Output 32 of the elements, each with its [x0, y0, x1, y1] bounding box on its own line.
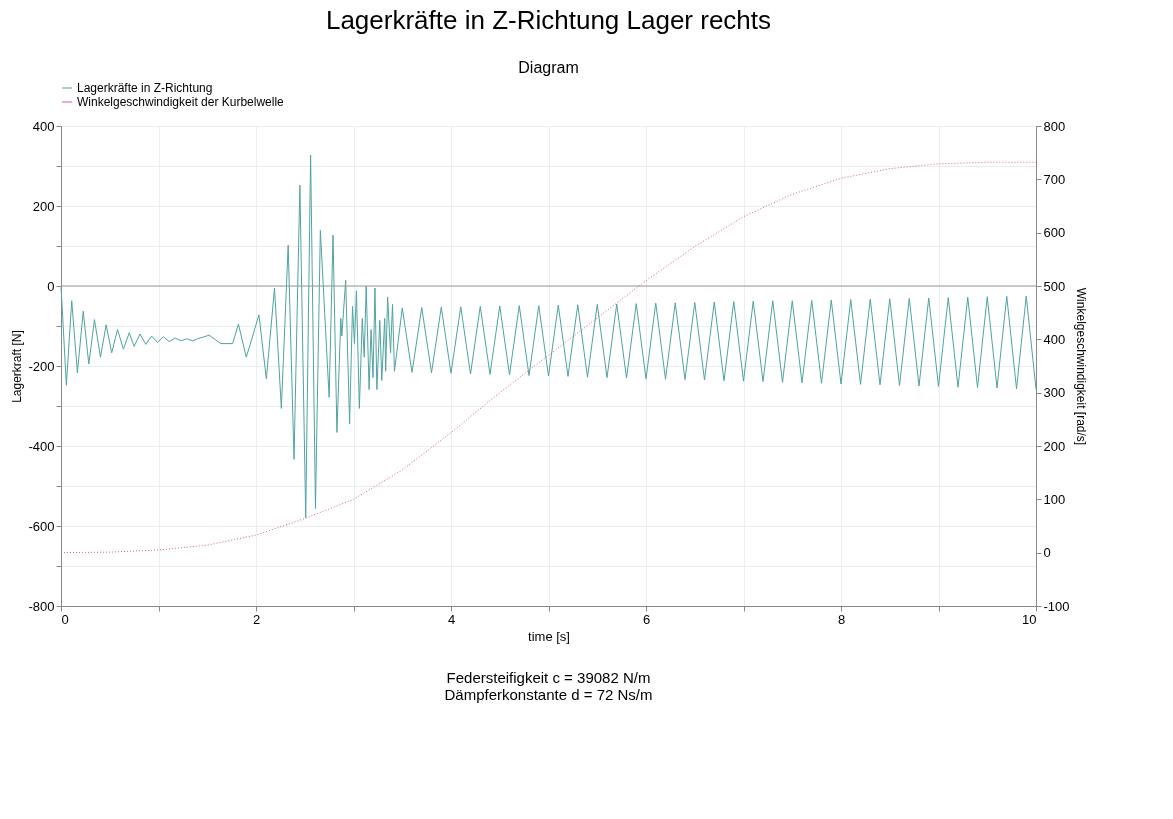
- legend-label: Lagerkräfte in Z-Richtung: [77, 81, 213, 95]
- y2-tick-label: 700: [1043, 171, 1066, 187]
- y2-tick-label: 300: [1043, 385, 1066, 401]
- x-tick-label: 6: [642, 611, 651, 627]
- x-tick-label: 2: [252, 611, 261, 627]
- x-tick-label: 4: [447, 611, 456, 627]
- y-tick-label: 200: [32, 198, 55, 214]
- y-tick-label: 400: [32, 118, 55, 134]
- chart-title: Lagerkräfte in Z-Richtung Lager rechts: [325, 5, 772, 35]
- y2-tick-label: 800: [1043, 118, 1066, 134]
- y2-tick-label: 500: [1043, 278, 1066, 294]
- y-tick-label: -400: [28, 438, 55, 454]
- y-tick-label: -800: [28, 598, 55, 614]
- y2-tick-label: 100: [1043, 491, 1066, 507]
- x-tick-label: 8: [837, 611, 846, 627]
- y-tick-label: 0: [47, 278, 55, 294]
- y2-tick-label: 400: [1043, 331, 1066, 347]
- y-tick-label: -200: [28, 358, 55, 374]
- y2-axis-title: Winkelgeschwindigkeit [rad/s]: [1073, 287, 1088, 446]
- x-axis-title: time [s]: [528, 628, 570, 644]
- x-tick-label: 0: [61, 611, 69, 627]
- y-tick-label: -600: [28, 518, 55, 534]
- y2-tick-label: 0: [1043, 545, 1051, 561]
- text: Federsteifigkeit c = 39082 N/m: [446, 669, 651, 686]
- y2-tick-label: 600: [1043, 225, 1066, 241]
- y-axis-title: Lagerkraft [N]: [10, 330, 25, 403]
- y2-tick-label: 200: [1043, 438, 1066, 454]
- text: Dämpferkonstante d = 72 Ns/m: [444, 686, 653, 703]
- legend-label: Winkelgeschwindigkeit der Kurbelwelle: [77, 95, 285, 109]
- x-tick-label: 10: [1022, 611, 1037, 627]
- chart-subtitle: Diagram: [518, 59, 579, 76]
- y2-tick-label: -100: [1043, 598, 1070, 614]
